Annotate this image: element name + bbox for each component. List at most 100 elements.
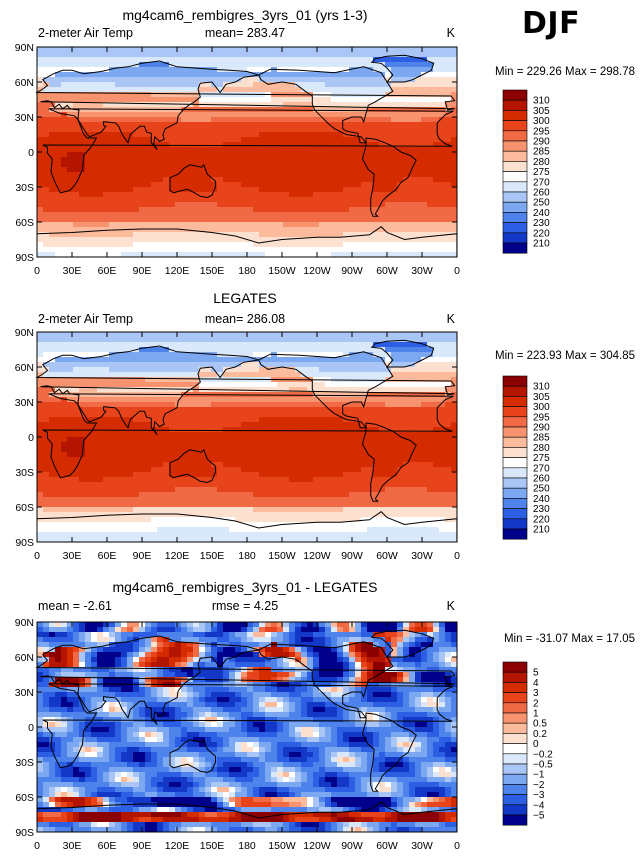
map-cell <box>49 132 56 138</box>
map-cell <box>97 237 104 243</box>
map-cell <box>391 347 398 353</box>
map-cell <box>355 57 362 63</box>
map-cell <box>373 187 380 193</box>
map-cell <box>265 202 272 208</box>
map-cell <box>265 67 272 73</box>
map-cell <box>55 337 62 343</box>
map-cell <box>37 332 44 338</box>
map-cell <box>427 122 434 128</box>
map-cell <box>115 412 122 418</box>
map-cell <box>403 57 410 63</box>
map-cell <box>301 77 308 83</box>
map-cell <box>421 392 428 398</box>
map-cell <box>199 347 206 353</box>
map-cell <box>289 437 296 443</box>
map-cell <box>181 237 188 243</box>
map-cell <box>175 177 182 183</box>
map-cell <box>205 192 212 198</box>
map-cell <box>253 112 260 118</box>
map-cell <box>325 162 332 168</box>
map-cell <box>163 227 170 233</box>
map-cell <box>445 442 452 448</box>
map-cell <box>337 87 344 93</box>
map-cell <box>319 87 326 93</box>
map-cell <box>409 392 416 398</box>
map-cell <box>271 372 278 378</box>
map-cell <box>133 427 140 433</box>
map-cell <box>163 137 170 143</box>
map-cell <box>181 52 188 58</box>
map-cell <box>265 77 272 83</box>
map-cell <box>61 192 68 198</box>
map-cell <box>439 187 446 193</box>
map-cell <box>247 162 254 168</box>
map-cell <box>265 397 272 403</box>
map-cell <box>349 97 356 103</box>
map-cell <box>439 97 446 103</box>
map-cell <box>319 142 326 148</box>
map-cell <box>187 437 194 443</box>
map-cell <box>295 152 302 158</box>
map-cell <box>223 422 230 428</box>
map-cell <box>115 352 122 358</box>
map-cell <box>409 447 416 453</box>
map-cell <box>157 47 164 53</box>
map-cell <box>67 417 74 423</box>
map-cell <box>241 412 248 418</box>
map-cell <box>433 112 440 118</box>
map-cell <box>193 342 200 348</box>
map-cell <box>187 332 194 338</box>
map-cell <box>79 87 86 93</box>
map-cell <box>379 362 386 368</box>
map-cell <box>301 212 308 218</box>
map-cell <box>313 347 320 353</box>
map-cell <box>301 347 308 353</box>
map-cell <box>229 442 236 448</box>
map-cell <box>61 227 68 233</box>
map-cell <box>145 372 152 378</box>
map-cell <box>385 52 392 58</box>
map-cell <box>211 142 218 148</box>
map-cell <box>277 402 284 408</box>
map-cell <box>355 182 362 188</box>
map-cell <box>121 432 128 438</box>
map-cell <box>235 162 242 168</box>
map-cell <box>103 167 110 173</box>
map-cell <box>229 112 236 118</box>
map-cell <box>169 177 176 183</box>
map-cell <box>37 397 44 403</box>
map-cell <box>115 172 122 178</box>
colorbar-swatch <box>502 130 528 142</box>
map-cell <box>247 457 254 463</box>
map-cell <box>67 92 74 98</box>
map-cell <box>139 372 146 378</box>
map-cell <box>409 422 416 428</box>
map-cell <box>55 137 62 143</box>
map-cell <box>397 432 404 438</box>
map-cell <box>235 422 242 428</box>
map-cell <box>73 432 80 438</box>
map-cell <box>103 337 110 343</box>
map-cell <box>223 47 230 53</box>
map-cell <box>199 77 206 83</box>
map-cell <box>427 382 434 388</box>
map-cell <box>199 462 206 468</box>
map-cell <box>307 367 314 373</box>
map-cell <box>277 152 284 158</box>
map-cell <box>127 432 134 438</box>
map-cell <box>349 422 356 428</box>
map-cell <box>241 222 248 228</box>
map-cell <box>133 167 140 173</box>
map-cell <box>451 197 458 203</box>
map-cell <box>43 152 50 158</box>
map-cell <box>55 422 62 428</box>
map-cell <box>253 432 260 438</box>
map-cell <box>175 87 182 93</box>
map-cell <box>391 47 398 53</box>
map-cell <box>421 397 428 403</box>
map-cell <box>433 162 440 168</box>
map-cell <box>295 52 302 58</box>
map-cell <box>151 112 158 118</box>
map-cell <box>445 57 452 63</box>
map-cell <box>355 457 362 463</box>
